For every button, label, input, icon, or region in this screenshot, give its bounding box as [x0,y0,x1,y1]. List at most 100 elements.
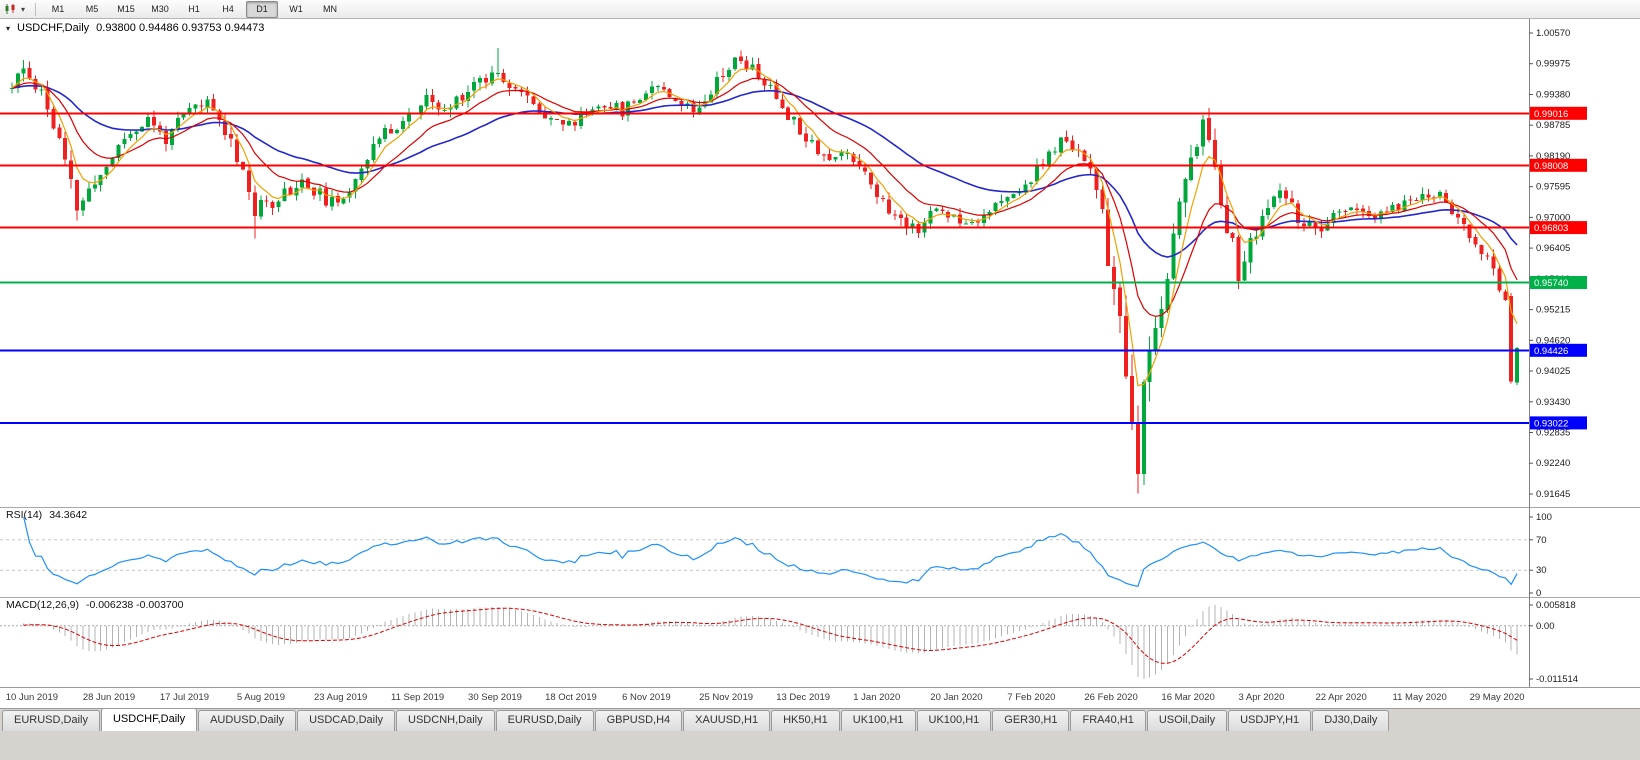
macd-axis[interactable]: 0.005818 0.00 -0.011514 [1529,600,1578,685]
candlestick-glyph [5,4,15,14]
date-label: 25 Nov 2019 [699,692,754,703]
timeframe-button-m5[interactable]: M5 [85,3,99,14]
tab-uk100-h1[interactable]: UK100,H1 [916,710,992,731]
svg-text:0.95215: 0.95215 [1536,305,1570,316]
tab-dj30-daily[interactable]: DJ30,Daily [1312,710,1390,731]
svg-text:0: 0 [1536,588,1541,597]
svg-text:0.99016: 0.99016 [1534,109,1568,120]
date-label: 22 Apr 2020 [1315,692,1367,703]
date-label: 11 Sep 2019 [390,692,445,703]
dropdown-caret-icon[interactable]: ▾ [21,4,26,14]
tab-gbpusd-h4[interactable]: GBPUSD,H4 [594,710,683,731]
tab-uk100-h1[interactable]: UK100,H1 [840,710,916,731]
timeframe-button-w1[interactable]: W1 [289,3,303,14]
date-label: 10 Jun 2019 [5,692,59,703]
rsi-value: 34.3642 [49,509,88,521]
macd-histogram [23,605,1518,679]
date-label: 20 Jan 2020 [930,692,983,703]
svg-text:0.98008: 0.98008 [1534,161,1568,172]
date-label: 26 Feb 2020 [1084,692,1138,703]
price-chart-panel[interactable]: 1.00570 0.99975 0.99380 0.98785 0.98190 0.975… [0,19,1640,507]
svg-text:0.96405: 0.96405 [1536,243,1570,254]
rsi-label: RSI(14) [6,509,43,521]
macd-svg: 0.005818 0.00 -0.011514 [0,597,1640,687]
timeframe-button-m30[interactable]: M30 [151,3,169,14]
time-axis[interactable]: 10 Jun 2019 28 Jun 2019 17 Jul 2019 5 Aug 2… [0,687,1640,708]
date-label: 1 Jan 2020 [853,692,901,703]
macd-values: -0.006238 -0.003700 [85,599,184,611]
date-label: 7 Feb 2020 [1007,692,1056,703]
svg-text:0.005818: 0.005818 [1536,600,1576,611]
tab-eurusd-daily[interactable]: EURUSD,Daily [495,710,594,731]
date-label: 6 Nov 2019 [622,692,671,703]
rsi-indicator-panel[interactable]: 100 70 30 0 RSI(14) 34.3642 [0,507,1640,597]
chart-title-row: ▾ USDCHF,Daily 0.93800 0.94486 0.93753 0… [6,22,264,34]
macd-indicator-panel[interactable]: 0.005818 0.00 -0.011514 MACD(12,26,9) -0.0… [0,597,1640,687]
rsi-svg: 100 70 30 0 [0,507,1640,597]
rsi-axis[interactable]: 100 70 30 0 [1529,512,1552,597]
ma-fast-line [11,67,1518,387]
horizontal-level-lines[interactable] [0,112,1529,424]
date-label: 18 Oct 2019 [545,692,597,703]
svg-text:1.00570: 1.00570 [1536,28,1570,39]
rsi-title-row: RSI(14) 34.3642 [6,509,87,521]
chart-type-icon[interactable] [4,3,18,15]
timeframe-button-mn[interactable]: MN [323,3,338,14]
timeframe-toolbar: ▾ M1 M5 M15 M30 H1 H4 D1 W1 MN [0,0,1640,19]
date-label: 23 Aug 2019 [313,692,368,703]
ma-slow-line [11,84,1518,258]
svg-text:0.97595: 0.97595 [1536,182,1570,193]
chart-ohlc-values: 0.93800 0.94486 0.93753 0.94473 [96,22,265,34]
svg-text:0.95740: 0.95740 [1534,278,1568,289]
tab-usdcnh-daily[interactable]: USDCNH,Daily [396,710,495,731]
tab-eurusd-daily[interactable]: EURUSD,Daily [2,710,100,731]
macd-title-row: MACD(12,26,9) -0.006238 -0.003700 [6,599,183,611]
svg-text:0.99380: 0.99380 [1536,90,1570,101]
candlesticks [9,48,1520,494]
svg-text:0.92835: 0.92835 [1536,428,1570,439]
svg-text:0.98190: 0.98190 [1536,151,1570,162]
timeframe-button-m15[interactable]: M15 [117,3,135,14]
tab-usdcad-daily[interactable]: USDCAD,Daily [297,710,396,731]
svg-text:0.94025: 0.94025 [1536,366,1570,377]
svg-text:0.92240: 0.92240 [1536,458,1570,469]
timeframe-buttons: M1 M5 M15 M30 H1 H4 D1 W1 MN [42,0,346,18]
chart-tabs: EURUSD,Daily USDCHF,Daily AUDUSD,Daily USDC… [0,708,1640,731]
tab-usdjpy-h1[interactable]: USDJPY,H1 [1228,710,1312,731]
timeframe-button-h1[interactable]: H1 [188,3,200,14]
date-label: 17 Jul 2019 [159,692,209,703]
svg-text:0.94426: 0.94426 [1534,346,1568,357]
svg-text:0.98785: 0.98785 [1536,120,1570,131]
chart-symbol-title: USDCHF,Daily [17,22,90,34]
date-label: 29 May 2020 [1469,692,1525,703]
timeframe-button-d1[interactable]: D1 [246,0,279,18]
svg-text:0.94620: 0.94620 [1536,335,1570,346]
price-chart-svg: 1.00570 0.99975 0.99380 0.98785 0.98190 0.975… [0,19,1587,507]
tab-hk50-h1[interactable]: HK50,H1 [771,710,840,731]
svg-text:30: 30 [1536,565,1547,576]
date-label: 30 Sep 2019 [468,692,522,703]
macd-signal-line [23,607,1518,664]
date-label: 5 Aug 2019 [236,692,285,703]
timeframe-button-h4[interactable]: H4 [222,3,234,14]
svg-text:0.97000: 0.97000 [1536,212,1570,223]
chart-corner-icon[interactable]: ▾ [6,23,11,33]
timeframe-button-m1[interactable]: M1 [51,3,65,14]
tab-audusd-daily[interactable]: AUDUSD,Daily [198,710,297,731]
date-label: 28 Jun 2019 [82,692,136,703]
date-label: 11 May 2020 [1392,692,1447,703]
tab-usdchf-daily[interactable]: USDCHF,Daily [100,708,198,731]
svg-text:0.91645: 0.91645 [1536,489,1570,500]
tab-usoil-daily[interactable]: USOil,Daily [1146,710,1228,731]
svg-text:0.00: 0.00 [1536,621,1555,632]
tab-xauusd-h1[interactable]: XAUUSD,H1 [683,710,771,731]
svg-text:0.96803: 0.96803 [1534,223,1568,234]
svg-text:0.99975: 0.99975 [1536,59,1570,70]
svg-text:70: 70 [1536,535,1547,546]
tab-ger30-h1[interactable]: GER30,H1 [992,710,1070,731]
tab-bar: EURUSD,Daily USDCHF,Daily AUDUSD,Daily USDC… [0,708,1640,760]
date-label: 3 Apr 2020 [1238,692,1285,703]
tab-fra40-h1[interactable]: FRA40,H1 [1070,710,1146,731]
date-label: 13 Dec 2019 [776,692,831,703]
